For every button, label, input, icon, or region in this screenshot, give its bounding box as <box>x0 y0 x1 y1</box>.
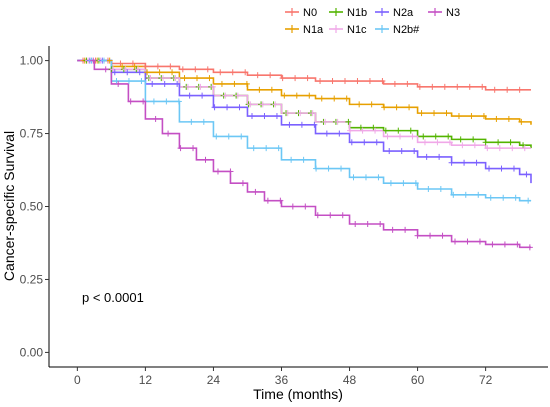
y-tick-label: 0.00 <box>20 345 44 359</box>
series-line-n2b <box>77 59 531 202</box>
y-tick-label: 0.50 <box>20 200 44 214</box>
legend-item-n1a: N1a <box>285 24 324 36</box>
legend-item-n2b: N2b# <box>375 24 420 36</box>
legend-label: N2a <box>393 7 414 19</box>
legend-item-n1c: N1c <box>329 24 367 36</box>
x-ticks: 0 12 24 36 48 60 72 <box>74 367 493 387</box>
series-layer <box>77 59 532 249</box>
x-tick-label: 60 <box>411 373 425 387</box>
legend-label: N2b# <box>393 24 420 36</box>
series-line-n2a <box>77 59 532 184</box>
legend-label: N1a <box>303 24 324 36</box>
x-tick-label: 36 <box>275 373 289 387</box>
legend-item-n3: N3 <box>428 7 460 19</box>
y-axis-title: Cancer-specific Survival <box>1 131 17 281</box>
x-tick-label: 0 <box>74 373 81 387</box>
legend-item-n0: N0 <box>285 7 317 19</box>
legend-item-n1b: N1b <box>329 7 367 19</box>
legend-label: N0 <box>303 7 317 19</box>
legend-item-n2a: N2a <box>375 7 414 19</box>
legend: N0 N1b N2a N3 N1a N1c N2b# <box>285 7 460 36</box>
x-axis-title: Time (months) <box>253 386 343 402</box>
legend-label: N1b <box>347 7 367 19</box>
y-tick-label: 0.25 <box>20 272 44 286</box>
series-line-n3 <box>77 59 531 249</box>
plot-panel <box>48 46 548 368</box>
x-tick-label: 72 <box>479 373 493 387</box>
p-value-annotation: p < 0.0001 <box>82 290 144 305</box>
legend-label: N3 <box>446 7 460 19</box>
x-tick-label: 48 <box>343 373 357 387</box>
x-tick-label: 24 <box>207 373 221 387</box>
legend-label: N1c <box>347 24 367 36</box>
y-tick-label: 1.00 <box>20 54 44 68</box>
y-ticks: 0.00 0.25 0.50 0.75 1.00 <box>20 54 49 359</box>
x-tick-label: 12 <box>139 373 153 387</box>
censor-layer <box>80 57 533 251</box>
y-tick-label: 0.75 <box>20 127 44 141</box>
series-line-n1a <box>77 59 532 125</box>
